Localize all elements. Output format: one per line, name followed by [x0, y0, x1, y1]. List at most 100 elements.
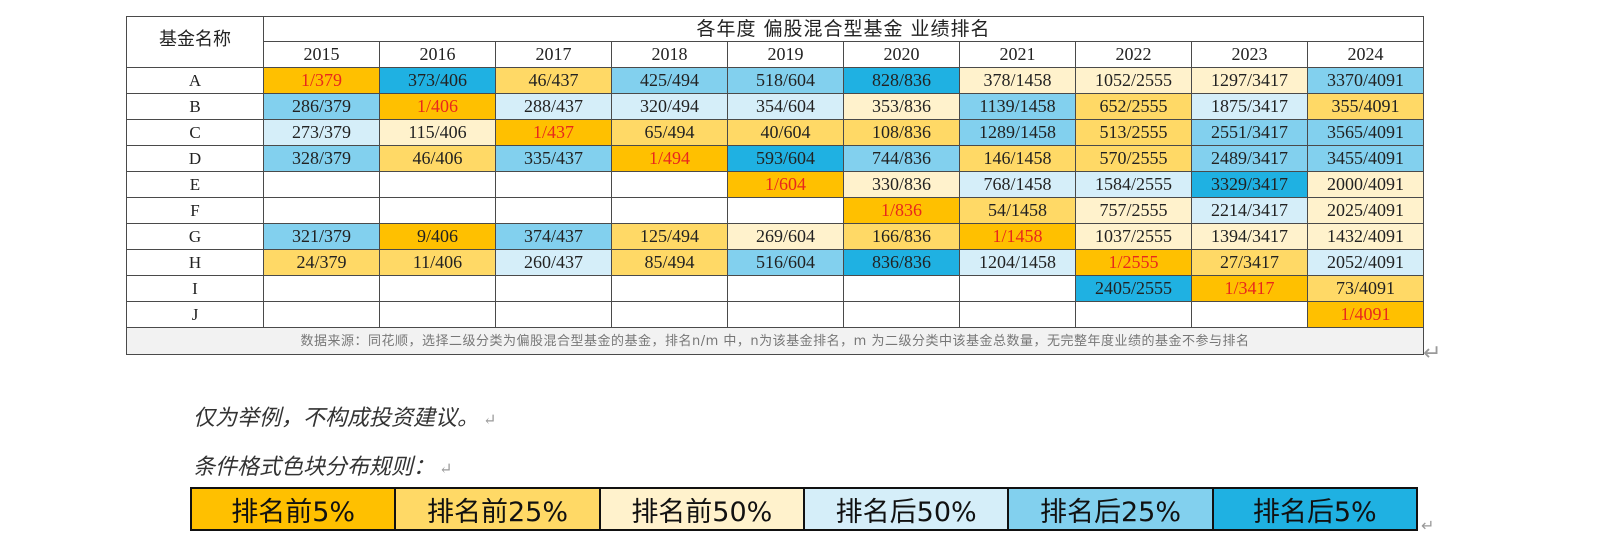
rank-cell: 1/1458	[959, 223, 1076, 250]
paragraph-return-mark: ↵	[439, 459, 453, 478]
rank-cell: 54/1458	[959, 197, 1076, 224]
year-header-row: 2015 2016 2017 2018 2019 2020 2021 2022 2023 2024	[127, 41, 1424, 68]
rank-cell: 757/2555	[1075, 197, 1192, 224]
fund-name-header: 基金名称	[126, 16, 264, 68]
empty-cell	[727, 301, 844, 328]
fund-name-cell: A	[126, 67, 264, 94]
rank-cell: 335/437	[495, 145, 612, 172]
empty-cell	[379, 301, 496, 328]
fund-name-cell: I	[126, 275, 264, 302]
rank-cell: 836/836	[843, 249, 960, 276]
rank-cell: 46/437	[495, 67, 612, 94]
fund-name-cell: B	[126, 93, 264, 120]
paragraph-return-mark: ↵	[483, 410, 497, 429]
rank-cell: 593/604	[727, 145, 844, 172]
empty-cell	[263, 197, 380, 224]
rank-cell: 2405/2555	[1075, 275, 1192, 302]
rank-cell: 46/406	[379, 145, 496, 172]
empty-cell	[379, 197, 496, 224]
table-row: H 24/379 11/406 260/437 85/494 516/604 836/836…	[126, 249, 1424, 276]
rank-cell: 425/494	[611, 67, 728, 94]
rank-cell: 27/3417	[1191, 249, 1308, 276]
year-header: 2018	[611, 41, 728, 68]
rank-cell: 328/379	[263, 145, 380, 172]
rank-cell: 1/4091	[1307, 301, 1424, 328]
empty-cell	[495, 171, 612, 198]
rank-cell: 768/1458	[959, 171, 1076, 198]
empty-cell	[379, 275, 496, 302]
table-row: I 2405/2555 1/3417 73/4091	[126, 275, 1424, 302]
rank-cell: 2214/3417	[1191, 197, 1308, 224]
rank-cell: 1/604	[727, 171, 844, 198]
empty-cell	[959, 301, 1076, 328]
empty-cell	[379, 171, 496, 198]
table-row: E 1/604 330/836 768/1458 1584/2555 3329/3417 2…	[126, 171, 1424, 198]
empty-cell	[1075, 301, 1192, 328]
rank-cell: 2000/4091	[1307, 171, 1424, 198]
year-header: 2023	[1191, 41, 1308, 68]
rank-cell: 321/379	[263, 223, 380, 250]
table-row: C 273/379 115/406 1/437 65/494 40/604 108/836 1…	[126, 119, 1424, 146]
rank-cell: 1139/1458	[959, 93, 1076, 120]
disclaimer-paragraph: 仅为举例，不构成投资建议。 ↵	[193, 400, 496, 432]
color-legend: 排名前5% 排名前25% 排名前50% 排名后50% 排名后25% 排名后5%	[190, 487, 1418, 531]
empty-cell	[263, 301, 380, 328]
rank-cell: 3565/4091	[1307, 119, 1424, 146]
empty-cell	[611, 301, 728, 328]
rank-cell: 24/379	[263, 249, 380, 276]
source-note: 数据来源：同花顺，选择二级分类为偏股混合型基金的基金，排名n/m 中，n为该基金…	[126, 327, 1424, 355]
rank-cell: 260/437	[495, 249, 612, 276]
fund-name-cell: C	[126, 119, 264, 146]
disclaimer-text: 仅为举例，不构成投资建议。	[193, 406, 480, 431]
fund-name-cell: F	[126, 197, 264, 224]
rank-cell: 1/836	[843, 197, 960, 224]
empty-cell	[611, 197, 728, 224]
empty-cell	[611, 275, 728, 302]
year-header: 2019	[727, 41, 844, 68]
empty-cell	[959, 275, 1076, 302]
rank-cell: 1297/3417	[1191, 67, 1308, 94]
legend-swatch: 排名前50%	[600, 489, 805, 529]
rank-cell: 516/604	[727, 249, 844, 276]
fund-name-cell: D	[126, 145, 264, 172]
legend-swatch: 排名后50%	[804, 489, 1010, 529]
fund-name-cell: E	[126, 171, 264, 198]
rank-cell: 1/2555	[1075, 249, 1192, 276]
rank-cell: 3455/4091	[1307, 145, 1424, 172]
table-row: A 1/379 373/406 46/437 425/494 518/604 828/836…	[126, 67, 1424, 94]
rank-cell: 11/406	[379, 249, 496, 276]
fund-name-cell: J	[126, 301, 264, 328]
year-header: 2022	[1075, 41, 1192, 68]
rank-cell: 108/836	[843, 119, 960, 146]
rank-cell: 9/406	[379, 223, 496, 250]
empty-cell	[495, 301, 612, 328]
ranking-table: 基金名称 各年度 偏股混合型基金 业绩排名 2015 2016 2017 2018 20…	[126, 16, 1424, 355]
rank-cell: 115/406	[379, 119, 496, 146]
empty-cell	[611, 171, 728, 198]
legend-swatch: 排名前5%	[192, 489, 397, 529]
rank-cell: 2025/4091	[1307, 197, 1424, 224]
rank-cell: 354/604	[727, 93, 844, 120]
table-row: B 286/379 1/406 288/437 320/494 354/604 353/83…	[126, 93, 1424, 120]
table-row: J 1/4091	[126, 301, 1424, 328]
rank-cell: 2052/4091	[1307, 249, 1424, 276]
rank-cell: 518/604	[727, 67, 844, 94]
rank-cell: 378/1458	[959, 67, 1076, 94]
rank-cell: 1875/3417	[1191, 93, 1308, 120]
legend-intro-text: 条件格式色块分布规则：	[193, 455, 436, 480]
rank-cell: 744/836	[843, 145, 960, 172]
empty-cell	[495, 197, 612, 224]
table-title-row: 基金名称 各年度 偏股混合型基金 业绩排名	[126, 16, 1424, 68]
rank-cell: 1204/1458	[959, 249, 1076, 276]
fund-name-cell: G	[126, 223, 264, 250]
empty-cell	[843, 301, 960, 328]
year-header: 2016	[379, 41, 496, 68]
legend-intro-paragraph: 条件格式色块分布规则： ↵	[193, 449, 452, 481]
rank-cell: 3370/4091	[1307, 67, 1424, 94]
rank-cell: 85/494	[611, 249, 728, 276]
rank-cell: 570/2555	[1075, 145, 1192, 172]
empty-cell	[727, 275, 844, 302]
empty-cell	[727, 197, 844, 224]
rank-cell: 1432/4091	[1307, 223, 1424, 250]
empty-cell	[1191, 301, 1308, 328]
